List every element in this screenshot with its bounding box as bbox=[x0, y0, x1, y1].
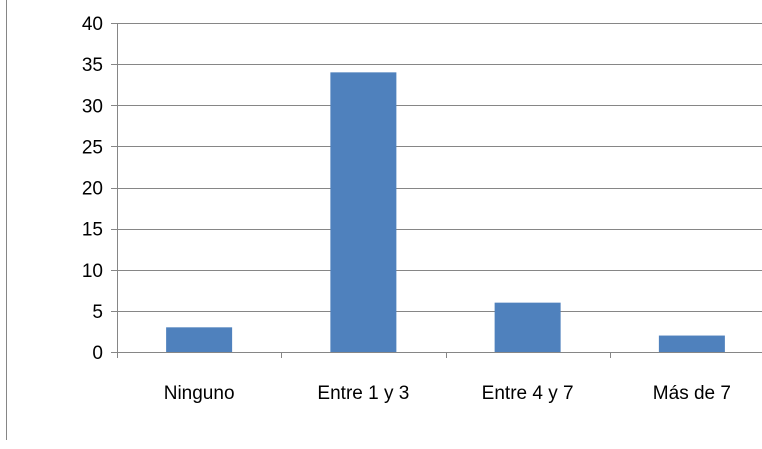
x-tick-label-3: Más de 7 bbox=[653, 383, 731, 404]
y-tick-label-40: 40 bbox=[82, 14, 103, 35]
y-tick-label-0: 0 bbox=[92, 343, 103, 364]
x-tick-labels: Ninguno Entre 1 y 3 Entre 4 y 7 Más de 7 bbox=[164, 383, 731, 404]
gridlines bbox=[117, 23, 762, 312]
bar-entre-4-y-7 bbox=[494, 302, 561, 352]
y-tick-label-10: 10 bbox=[82, 261, 103, 282]
y-tick-label-20: 20 bbox=[82, 179, 103, 200]
bar-ninguno bbox=[166, 327, 233, 352]
x-tick-label-0: Ninguno bbox=[164, 383, 235, 404]
x-tick-label-1: Entre 1 y 3 bbox=[317, 383, 409, 404]
bars bbox=[166, 72, 725, 352]
x-tick-label-2: Entre 4 y 7 bbox=[482, 383, 574, 404]
y-tick-label-25: 25 bbox=[82, 137, 103, 158]
bar-mas-de-7 bbox=[658, 335, 725, 352]
axes bbox=[111, 23, 762, 358]
bar-entre-1-y-3 bbox=[330, 72, 397, 352]
y-tick-label-35: 35 bbox=[82, 55, 103, 76]
y-tick-labels: 0 5 10 15 20 25 30 35 40 bbox=[82, 14, 103, 364]
y-tick-label-30: 30 bbox=[82, 96, 103, 117]
y-tick-label-5: 5 bbox=[92, 302, 103, 323]
y-tick-label-15: 15 bbox=[82, 220, 103, 241]
